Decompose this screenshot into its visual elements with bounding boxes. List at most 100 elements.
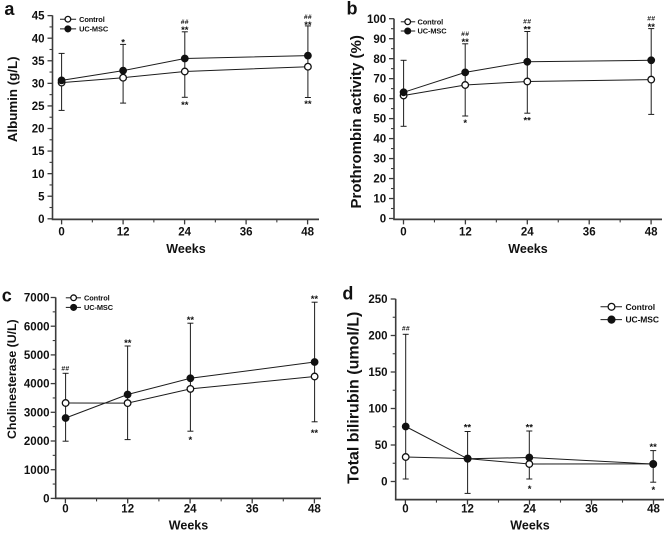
svg-text:UC-MSC: UC-MSC xyxy=(84,303,114,312)
svg-text:Prothrombin activity (%): Prothrombin activity (%) xyxy=(348,35,365,208)
svg-text:Cholinesterase (U/L): Cholinesterase (U/L) xyxy=(5,319,19,439)
svg-text:24: 24 xyxy=(523,504,536,516)
svg-text:**: ** xyxy=(464,423,472,434)
svg-text:12: 12 xyxy=(121,504,134,516)
svg-text:6000: 6000 xyxy=(24,321,50,333)
svg-text:0: 0 xyxy=(62,504,68,516)
svg-text:Weeks: Weeks xyxy=(166,242,205,256)
svg-text:**: ** xyxy=(648,22,656,33)
svg-text:##: ## xyxy=(304,14,312,21)
svg-text:12: 12 xyxy=(459,227,472,239)
svg-text:**: ** xyxy=(526,423,534,434)
svg-text:**: ** xyxy=(181,25,189,36)
svg-text:b: b xyxy=(347,0,358,19)
svg-text:a: a xyxy=(4,0,15,19)
svg-text:*: * xyxy=(189,435,193,446)
svg-text:2000: 2000 xyxy=(24,436,50,448)
svg-text:10: 10 xyxy=(373,194,386,206)
svg-text:48: 48 xyxy=(301,227,314,239)
svg-text:**: ** xyxy=(461,37,469,48)
svg-text:0: 0 xyxy=(43,494,49,506)
svg-text:100: 100 xyxy=(368,404,387,416)
svg-text:**: ** xyxy=(304,20,312,31)
svg-text:Albumin (g/L): Albumin (g/L) xyxy=(5,56,20,142)
svg-text:12: 12 xyxy=(117,227,130,239)
svg-text:35: 35 xyxy=(32,56,45,68)
svg-text:d: d xyxy=(342,283,353,303)
svg-text:4000: 4000 xyxy=(24,379,50,391)
svg-text:50: 50 xyxy=(375,440,388,452)
svg-text:50: 50 xyxy=(373,114,386,126)
svg-text:48: 48 xyxy=(308,504,321,516)
svg-text:*: * xyxy=(528,484,532,495)
svg-text:24: 24 xyxy=(178,227,191,239)
svg-text:3000: 3000 xyxy=(24,407,50,419)
svg-text:5000: 5000 xyxy=(24,350,50,362)
svg-text:5: 5 xyxy=(38,191,45,203)
svg-text:Control: Control xyxy=(418,17,444,26)
svg-text:36: 36 xyxy=(246,504,259,516)
svg-text:Total bilirubin (umol/L): Total bilirubin (umol/L) xyxy=(346,312,363,484)
svg-text:48: 48 xyxy=(645,227,658,239)
svg-text:Control: Control xyxy=(626,302,656,312)
svg-text:**: ** xyxy=(187,315,195,326)
svg-text:**: ** xyxy=(311,428,319,439)
svg-text:45: 45 xyxy=(32,11,45,23)
svg-text:UC-MSC: UC-MSC xyxy=(418,27,448,36)
svg-text:0: 0 xyxy=(380,214,386,226)
svg-text:**: ** xyxy=(304,99,312,110)
svg-text:##: ## xyxy=(647,16,655,23)
svg-text:c: c xyxy=(2,286,12,306)
svg-text:**: ** xyxy=(181,100,189,111)
svg-text:UC-MSC: UC-MSC xyxy=(79,25,109,34)
svg-text:##: ## xyxy=(61,365,69,372)
svg-text:Control: Control xyxy=(84,293,110,302)
svg-text:100: 100 xyxy=(367,14,386,26)
svg-text:**: ** xyxy=(311,294,319,305)
svg-text:**: ** xyxy=(523,115,531,126)
svg-text:150: 150 xyxy=(368,367,387,379)
svg-text:*: * xyxy=(651,485,655,496)
svg-text:12: 12 xyxy=(461,504,474,516)
svg-text:36: 36 xyxy=(585,504,598,516)
svg-text:##: ## xyxy=(402,326,410,333)
svg-text:40: 40 xyxy=(373,134,386,146)
svg-text:7000: 7000 xyxy=(24,293,50,305)
svg-text:40: 40 xyxy=(32,33,45,45)
svg-text:90: 90 xyxy=(373,34,386,46)
svg-text:**: ** xyxy=(124,338,132,349)
svg-text:##: ## xyxy=(181,19,189,26)
svg-text:0: 0 xyxy=(402,504,408,516)
svg-text:0: 0 xyxy=(381,477,387,489)
svg-text:0: 0 xyxy=(58,227,64,239)
svg-text:**: ** xyxy=(523,25,531,36)
svg-text:25: 25 xyxy=(32,101,45,113)
svg-text:0: 0 xyxy=(38,214,44,226)
svg-text:250: 250 xyxy=(368,294,387,306)
svg-text:10: 10 xyxy=(32,169,45,181)
svg-text:0: 0 xyxy=(400,227,406,239)
svg-text:UC-MSC: UC-MSC xyxy=(626,315,659,325)
svg-text:Weeks: Weeks xyxy=(508,242,547,256)
svg-text:##: ## xyxy=(461,31,469,38)
svg-text:30: 30 xyxy=(32,78,45,90)
svg-text:**: ** xyxy=(649,442,657,453)
svg-text:24: 24 xyxy=(521,227,534,239)
svg-text:48: 48 xyxy=(647,504,660,516)
svg-text:##: ## xyxy=(523,19,531,26)
svg-text:20: 20 xyxy=(32,124,45,136)
svg-text:Weeks: Weeks xyxy=(169,518,208,532)
svg-text:24: 24 xyxy=(184,504,197,516)
svg-text:36: 36 xyxy=(240,227,253,239)
svg-text:36: 36 xyxy=(583,227,596,239)
svg-text:80: 80 xyxy=(373,54,386,66)
svg-text:*: * xyxy=(121,38,125,49)
svg-text:15: 15 xyxy=(32,146,45,158)
svg-text:20: 20 xyxy=(373,174,386,186)
svg-text:Weeks: Weeks xyxy=(510,518,549,532)
svg-text:30: 30 xyxy=(373,154,386,166)
svg-text:*: * xyxy=(463,118,467,129)
svg-text:60: 60 xyxy=(373,94,386,106)
svg-text:70: 70 xyxy=(373,74,386,86)
svg-text:1000: 1000 xyxy=(24,465,50,477)
